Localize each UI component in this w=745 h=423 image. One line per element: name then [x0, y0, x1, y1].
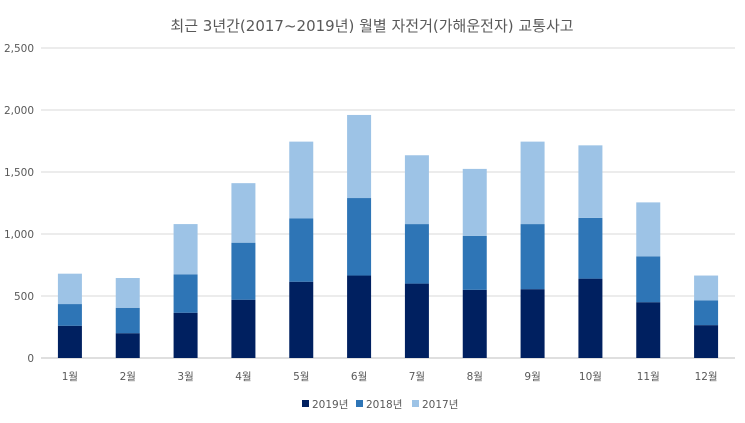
- bar-segment: [115, 307, 140, 334]
- bar-segment: [404, 283, 429, 358]
- x-tick-label: 12월: [695, 371, 718, 383]
- bar-segment: [347, 275, 372, 358]
- bar-segment: [520, 141, 545, 225]
- x-tick-label: 10월: [579, 371, 602, 383]
- y-tick-label: 2,000: [4, 105, 34, 117]
- y-tick-label: 1,500: [4, 167, 34, 179]
- bar-segment: [636, 202, 661, 257]
- x-tick-label: 9월: [524, 371, 540, 383]
- y-axis-ticks: 0 500 1,000 1,500 2,000 2,500: [4, 43, 34, 365]
- bar-segment: [462, 235, 487, 290]
- legend-swatch: [356, 400, 363, 407]
- legend-label: 2019년: [312, 399, 348, 411]
- bar-segment: [694, 300, 719, 326]
- bar-segment: [289, 281, 314, 358]
- x-tick-label: 6월: [351, 371, 367, 383]
- bar-segment: [231, 299, 256, 358]
- bar-segment: [694, 275, 719, 301]
- bar-segment: [520, 224, 545, 290]
- bar-segment: [578, 278, 603, 358]
- y-tick-label: 1,000: [4, 229, 34, 241]
- bar-segment: [57, 304, 82, 326]
- x-tick-label: 3월: [177, 371, 193, 383]
- bar-segment: [404, 224, 429, 284]
- bar-segment: [462, 168, 487, 236]
- x-tick-label: 2월: [120, 371, 136, 383]
- bar-segment: [231, 242, 256, 300]
- bar-segment: [347, 114, 372, 199]
- x-tick-label: 5월: [293, 371, 309, 383]
- bar-segment: [57, 273, 82, 305]
- bar-segment: [462, 289, 487, 358]
- bar-segment: [694, 325, 719, 358]
- x-axis-ticks: 1월 2월 3월 4월 5월 6월 7월 8월 9월 10월 11월 12월: [62, 371, 718, 383]
- bar-segment: [404, 155, 429, 225]
- bar-segment: [289, 141, 314, 219]
- x-tick-label: 1월: [62, 371, 78, 383]
- legend-label: 2017년: [422, 399, 458, 411]
- bar-segment: [173, 312, 198, 358]
- x-tick-label: 8월: [467, 371, 483, 383]
- bars: [57, 114, 719, 358]
- chart-title: 최근 3년간(2017~2019년) 월별 자전거(가해운전자) 교통사고: [170, 17, 573, 35]
- bar-segment: [636, 256, 661, 303]
- x-tick-label: 7월: [409, 371, 425, 383]
- bar-segment: [578, 145, 603, 218]
- bar-segment: [289, 218, 314, 282]
- x-tick-label: 11월: [637, 371, 660, 383]
- bar-segment: [231, 183, 256, 243]
- legend-label: 2018년: [366, 399, 402, 411]
- bar-segment: [578, 217, 603, 279]
- bar-segment: [57, 325, 82, 358]
- gridlines: [41, 47, 735, 359]
- bar-segment: [347, 198, 372, 276]
- bar-segment: [636, 302, 661, 358]
- bar-segment: [115, 278, 140, 308]
- legend-swatch: [412, 400, 419, 407]
- y-tick-label: 500: [14, 291, 34, 303]
- bar-segment: [173, 274, 198, 313]
- bar-segment: [173, 224, 198, 275]
- bar-segment: [520, 289, 545, 358]
- legend-swatch: [302, 400, 309, 407]
- y-tick-label: 2,500: [4, 43, 34, 55]
- bar-segment: [115, 333, 140, 358]
- x-tick-label: 4월: [235, 371, 251, 383]
- y-tick-label: 0: [27, 353, 34, 365]
- legend: 2019년 2018년 2017년: [302, 399, 458, 411]
